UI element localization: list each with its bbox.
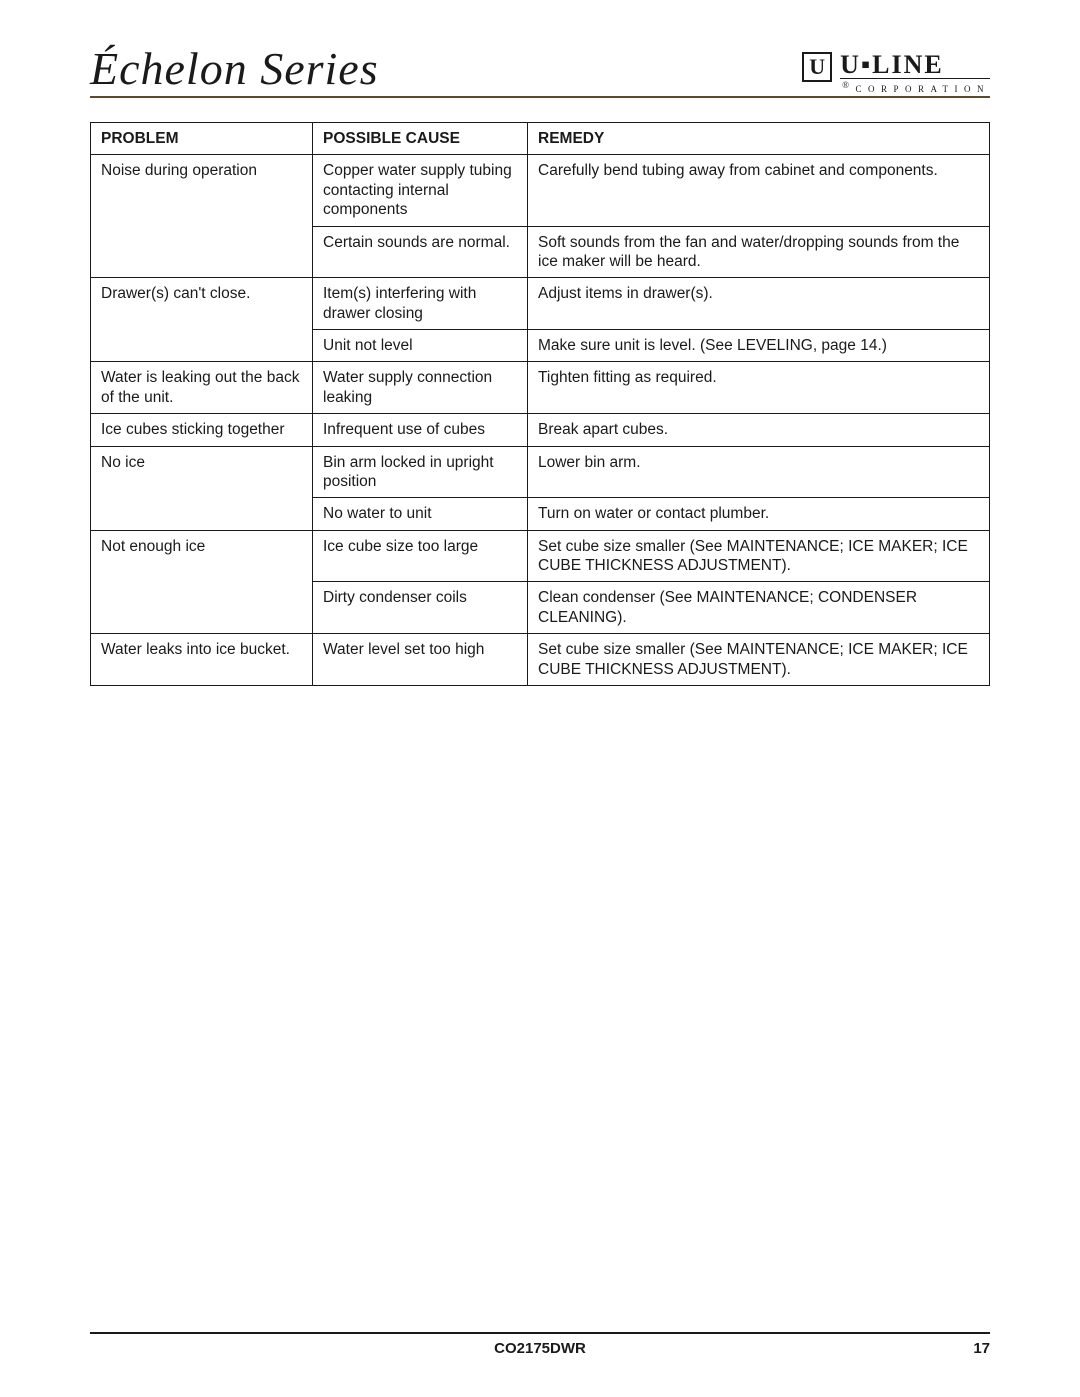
cell-problem: Noise during operation <box>91 155 313 226</box>
table-row: No water to unitTurn on water or contact… <box>91 498 990 530</box>
table-row: Certain sounds are normal.Soft sounds fr… <box>91 226 990 278</box>
footer-model: CO2175DWR <box>494 1340 586 1357</box>
cell-cause: Item(s) interfering with drawer closing <box>313 278 528 330</box>
table-row: Unit not levelMake sure unit is level. (… <box>91 330 990 362</box>
cell-remedy: Set cube size smaller (See MAINTENANCE; … <box>528 530 990 582</box>
cell-cause: Bin arm locked in upright position <box>313 446 528 498</box>
cell-cause: Water supply connection leaking <box>313 362 528 414</box>
cell-problem-empty <box>91 498 313 530</box>
page-footer: CO2175DWR 17 <box>90 1332 990 1357</box>
cell-problem: Not enough ice <box>91 530 313 582</box>
table-row: Water leaks into ice bucket.Water level … <box>91 634 990 686</box>
table-row: Not enough iceIce cube size too largeSet… <box>91 530 990 582</box>
cell-remedy: Tighten fitting as required. <box>528 362 990 414</box>
cell-remedy: Turn on water or contact plumber. <box>528 498 990 530</box>
table-row: No iceBin arm locked in upright position… <box>91 446 990 498</box>
cell-remedy: Clean condenser (See MAINTENANCE; CONDEN… <box>528 582 990 634</box>
cell-problem-empty <box>91 582 313 634</box>
cell-cause: Ice cube size too large <box>313 530 528 582</box>
series-title: Échelon Series <box>90 46 379 96</box>
table-row: Drawer(s) can't close.Item(s) interferin… <box>91 278 990 330</box>
cell-cause: Unit not level <box>313 330 528 362</box>
cell-cause: Copper water supply tubing contacting in… <box>313 155 528 226</box>
cell-cause: No water to unit <box>313 498 528 530</box>
col-header-cause: POSSIBLE CAUSE <box>313 123 528 155</box>
cell-remedy: Lower bin arm. <box>528 446 990 498</box>
cell-problem: Ice cubes sticking together <box>91 414 313 446</box>
brand-logo: U U▪LINE ®CORPORATION <box>802 52 990 96</box>
table-row: Water is leaking out the back of the uni… <box>91 362 990 414</box>
brand-subtitle: ®CORPORATION <box>840 78 990 94</box>
brand-name: U▪LINE <box>840 52 990 78</box>
table-row: Dirty condenser coilsClean condenser (Se… <box>91 582 990 634</box>
cell-remedy: Make sure unit is level. (See LEVELING, … <box>528 330 990 362</box>
brand-text: U▪LINE ®CORPORATION <box>840 52 990 94</box>
cell-remedy: Break apart cubes. <box>528 414 990 446</box>
page-header: Échelon Series U U▪LINE ®CORPORATION <box>90 40 990 98</box>
table-row: Noise during operationCopper water suppl… <box>91 155 990 226</box>
col-header-remedy: REMEDY <box>528 123 990 155</box>
cell-cause: Infrequent use of cubes <box>313 414 528 446</box>
table-row: Ice cubes sticking togetherInfrequent us… <box>91 414 990 446</box>
col-header-problem: PROBLEM <box>91 123 313 155</box>
registered-symbol: ® <box>842 80 855 90</box>
cell-cause: Certain sounds are normal. <box>313 226 528 278</box>
table-header-row: PROBLEM POSSIBLE CAUSE REMEDY <box>91 123 990 155</box>
cell-remedy: Soft sounds from the fan and water/dropp… <box>528 226 990 278</box>
brand-icon: U <box>802 52 832 82</box>
cell-problem: No ice <box>91 446 313 498</box>
cell-remedy: Set cube size smaller (See MAINTENANCE; … <box>528 634 990 686</box>
cell-remedy: Carefully bend tubing away from cabinet … <box>528 155 990 226</box>
cell-problem: Water leaks into ice bucket. <box>91 634 313 686</box>
troubleshooting-table: PROBLEM POSSIBLE CAUSE REMEDY Noise duri… <box>90 122 990 686</box>
brand-sub-text: CORPORATION <box>855 84 990 94</box>
cell-remedy: Adjust items in drawer(s). <box>528 278 990 330</box>
cell-problem: Drawer(s) can't close. <box>91 278 313 330</box>
brand-name-text: U▪LINE <box>840 50 944 79</box>
cell-problem-empty <box>91 226 313 278</box>
cell-problem-empty <box>91 330 313 362</box>
cell-problem: Water is leaking out the back of the uni… <box>91 362 313 414</box>
footer-page-number: 17 <box>973 1340 990 1357</box>
manual-page: Échelon Series U U▪LINE ®CORPORATION PRO… <box>0 0 1080 1397</box>
cell-cause: Water level set too high <box>313 634 528 686</box>
cell-cause: Dirty condenser coils <box>313 582 528 634</box>
